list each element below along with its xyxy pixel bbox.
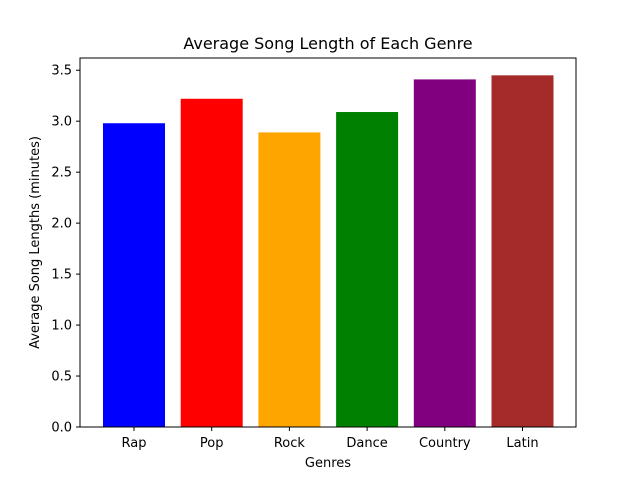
y-tick-label: 0.0 bbox=[51, 421, 72, 436]
x-tick-label: Rock bbox=[274, 436, 306, 451]
x-tick-label: Pop bbox=[200, 436, 224, 451]
bar-rock bbox=[258, 132, 321, 427]
x-tick-label: Rap bbox=[122, 436, 147, 451]
y-tick-label: 3.5 bbox=[51, 64, 72, 79]
y-tick-label: 3.0 bbox=[51, 115, 72, 130]
bar-latin bbox=[491, 75, 554, 427]
bar-pop bbox=[180, 98, 243, 428]
x-axis-ticks: Rap Pop Rock Dance Country Latin bbox=[122, 427, 539, 451]
bars-group bbox=[103, 75, 554, 428]
bar-dance bbox=[336, 112, 399, 428]
chart-title: Average Song Length of Each Genre bbox=[183, 34, 472, 53]
x-tick-label: Latin bbox=[506, 436, 538, 451]
bar-country bbox=[413, 79, 476, 427]
y-tick-label: 1.5 bbox=[51, 268, 72, 283]
y-tick-label: 1.0 bbox=[51, 319, 72, 334]
x-axis-label: Genres bbox=[305, 456, 351, 471]
bar-rap bbox=[103, 123, 165, 428]
x-tick-label: Country bbox=[419, 436, 471, 451]
y-tick-label: 0.5 bbox=[51, 370, 72, 385]
y-axis-label: Average Song Lengths (minutes) bbox=[28, 136, 43, 349]
y-tick-label: 2.5 bbox=[51, 166, 72, 181]
plot-area-frame bbox=[79, 57, 577, 428]
y-tick-label: 2.0 bbox=[51, 217, 72, 232]
x-tick-label: Dance bbox=[346, 436, 387, 451]
y-axis-ticks: 0.0 0.5 1.0 1.5 2.0 2.5 3.0 3.5 bbox=[51, 64, 80, 436]
